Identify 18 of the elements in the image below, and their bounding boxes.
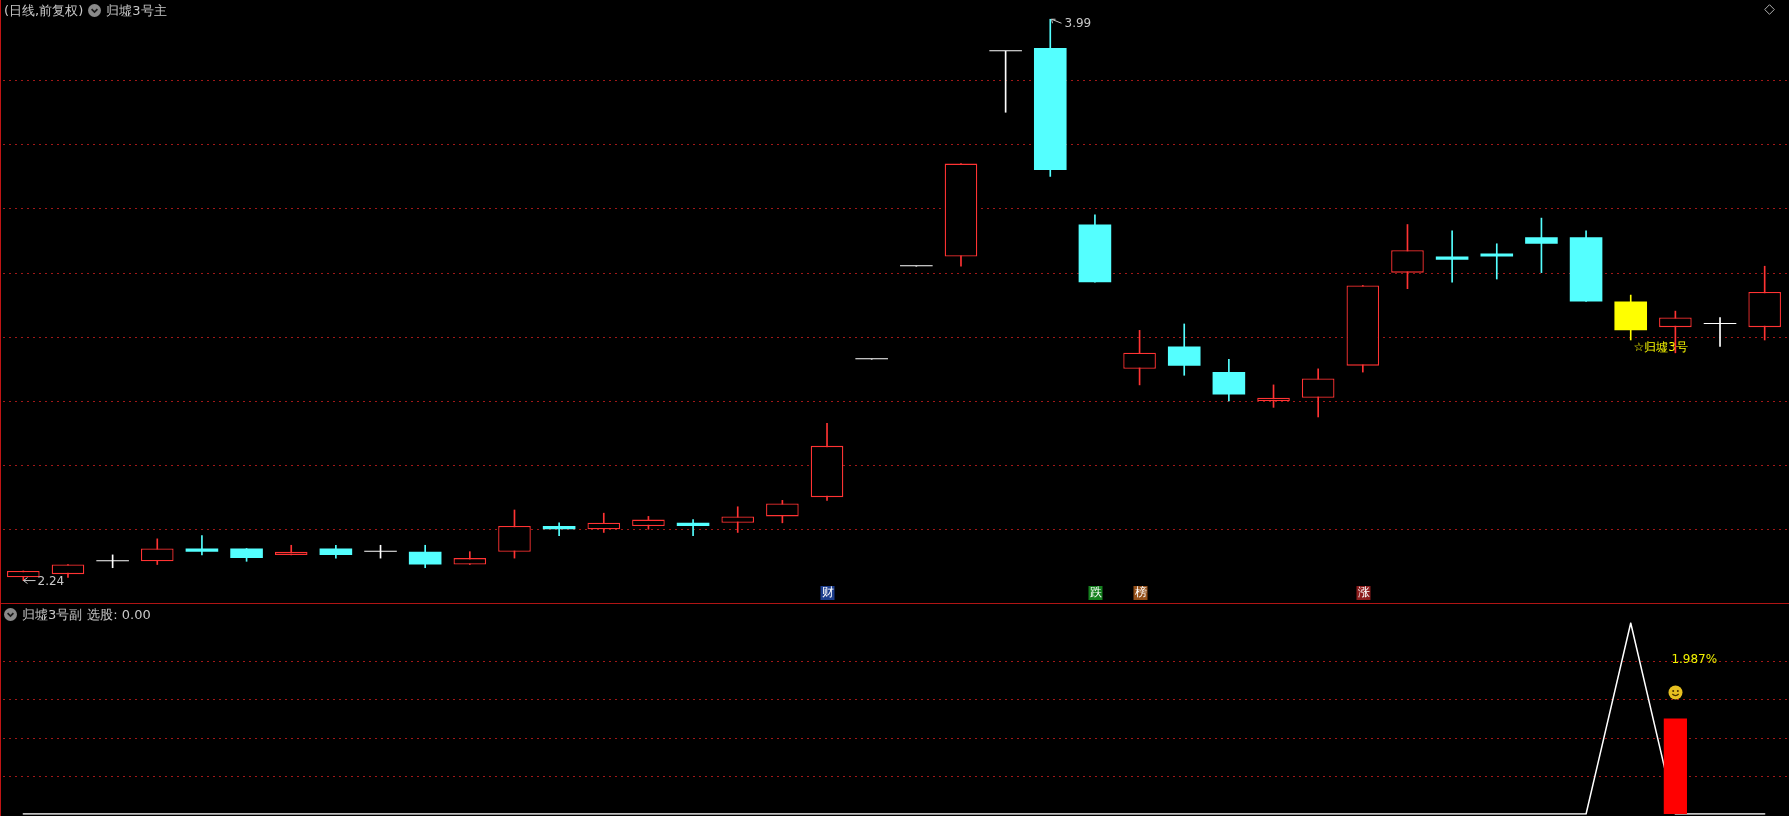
candlestick	[1480, 243, 1514, 280]
chart-subtitle: 归墟3号主	[106, 3, 167, 18]
annotation: 1.987%	[1671, 651, 1718, 666]
text: 2.24	[37, 573, 65, 588]
candlestick	[542, 522, 576, 536]
candlestick	[1703, 317, 1737, 347]
text: 涨	[1357, 585, 1370, 600]
chart-subtitle: 选股: 0.00	[87, 607, 151, 622]
text: 财	[821, 585, 834, 600]
text: 3.99	[1064, 16, 1092, 31]
chart-title: 归墟3号副	[22, 607, 83, 622]
text: 榜	[1134, 585, 1147, 600]
candlestick	[1435, 230, 1469, 283]
text: 跌	[1089, 585, 1102, 600]
candlestick	[185, 535, 219, 556]
candlestick	[721, 506, 755, 533]
chart-title: (日线,前复权)	[4, 3, 84, 18]
candlestick	[676, 519, 710, 536]
